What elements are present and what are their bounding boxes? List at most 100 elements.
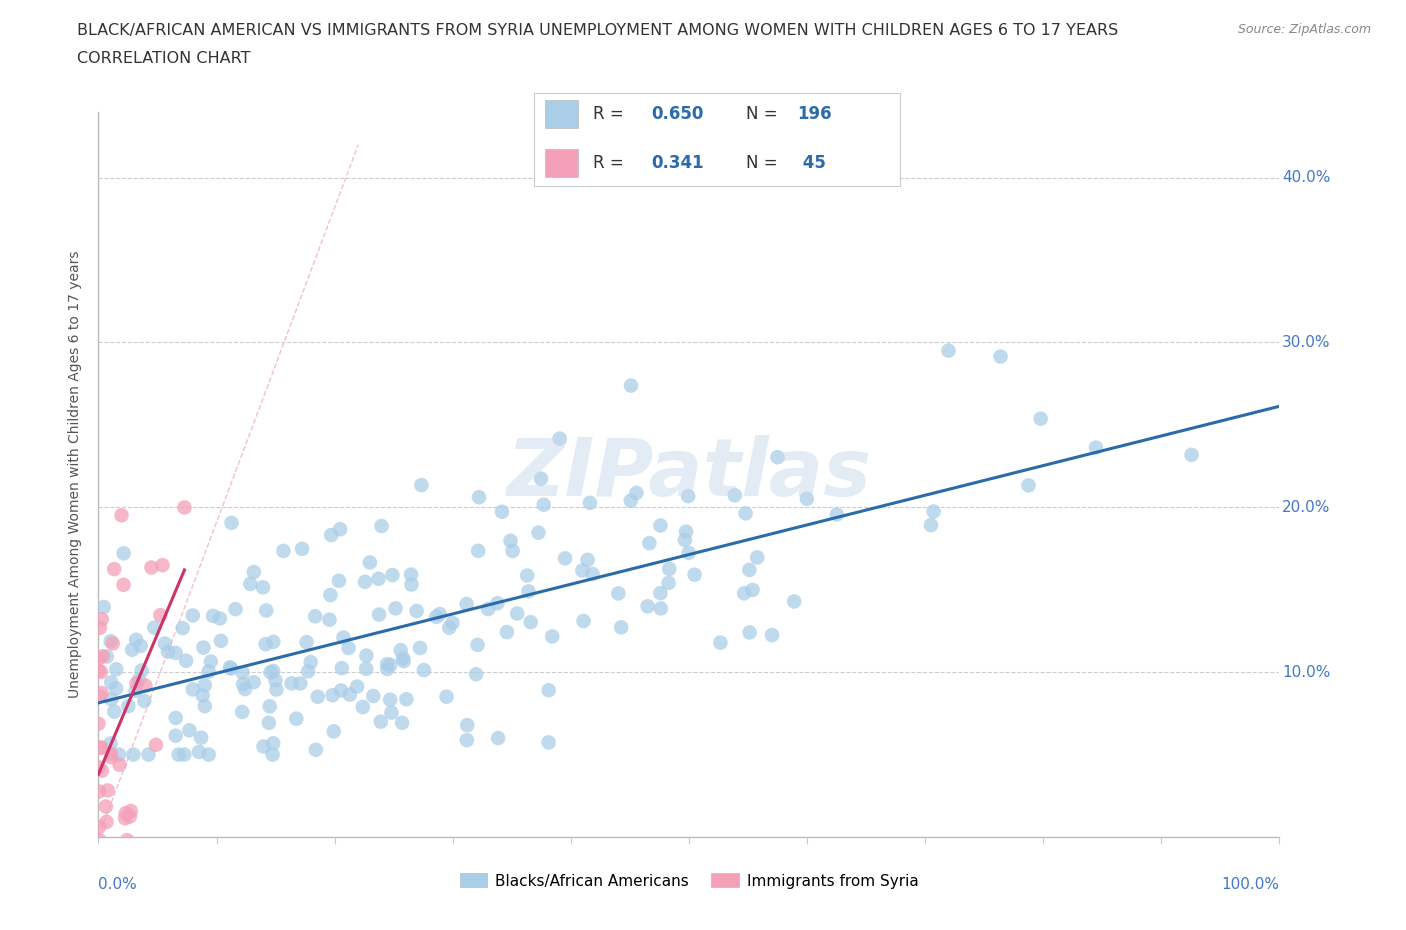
Point xyxy=(100,736,122,751)
Point xyxy=(409,641,432,656)
Point xyxy=(90,740,112,755)
Point xyxy=(87,836,110,851)
Point xyxy=(637,599,659,614)
Text: 0.650: 0.650 xyxy=(651,105,703,123)
Point xyxy=(579,496,602,511)
Text: 0.341: 0.341 xyxy=(651,153,704,172)
Point xyxy=(93,600,115,615)
Point xyxy=(516,568,538,583)
Point xyxy=(231,665,253,680)
Point xyxy=(675,525,697,539)
Text: R =: R = xyxy=(593,105,623,123)
Point xyxy=(90,665,112,680)
Point xyxy=(243,565,266,579)
Point xyxy=(89,740,111,755)
Point xyxy=(328,574,350,589)
Point xyxy=(307,689,329,704)
Point xyxy=(825,507,848,522)
Point xyxy=(252,580,274,595)
Point xyxy=(262,634,284,649)
Point xyxy=(467,543,489,558)
Point xyxy=(938,343,960,358)
Point xyxy=(413,663,436,678)
Text: 30.0%: 30.0% xyxy=(1282,335,1330,350)
Point xyxy=(141,560,163,575)
Point xyxy=(273,543,295,558)
Point xyxy=(319,588,342,603)
Point xyxy=(389,643,412,658)
Point xyxy=(658,562,681,577)
Point xyxy=(90,612,112,627)
Point xyxy=(112,546,135,561)
Point xyxy=(367,571,389,586)
Point xyxy=(304,609,326,624)
Point xyxy=(626,485,648,500)
Point xyxy=(329,522,352,537)
Point xyxy=(658,576,681,591)
Text: 20.0%: 20.0% xyxy=(1282,499,1330,515)
Point xyxy=(114,811,136,826)
Point xyxy=(208,611,231,626)
Point xyxy=(738,625,761,640)
Point xyxy=(254,637,277,652)
Point xyxy=(429,606,451,621)
Point xyxy=(117,698,139,713)
Point xyxy=(153,636,176,651)
Point xyxy=(122,747,145,762)
Point xyxy=(131,663,153,678)
Point xyxy=(90,879,112,894)
Point xyxy=(100,633,122,648)
Point xyxy=(165,728,187,743)
Point xyxy=(190,730,212,745)
Point xyxy=(330,660,353,675)
Point xyxy=(89,864,111,879)
Point xyxy=(295,635,318,650)
Point xyxy=(486,596,509,611)
Point xyxy=(219,661,242,676)
Point xyxy=(582,566,605,581)
Text: N =: N = xyxy=(747,105,778,123)
Point xyxy=(375,661,398,676)
Point xyxy=(291,541,314,556)
Point xyxy=(741,582,763,597)
Point xyxy=(572,614,595,629)
Point xyxy=(496,625,519,640)
Point xyxy=(173,500,195,515)
Point xyxy=(124,684,146,698)
Point xyxy=(118,809,141,824)
Point xyxy=(381,567,404,582)
Point xyxy=(1084,440,1107,455)
Point xyxy=(441,616,464,631)
Point xyxy=(181,608,204,623)
Point xyxy=(380,705,402,720)
Point xyxy=(91,649,114,664)
Point xyxy=(105,662,128,677)
Point xyxy=(339,687,361,702)
Point xyxy=(724,488,747,503)
Point xyxy=(121,643,143,658)
Point xyxy=(125,676,148,691)
Point xyxy=(1018,478,1040,493)
Point xyxy=(299,655,322,670)
Text: CORRELATION CHART: CORRELATION CHART xyxy=(77,51,250,66)
Point xyxy=(354,661,377,676)
Point xyxy=(375,657,398,671)
Point xyxy=(576,552,599,567)
Point xyxy=(259,699,281,714)
Text: 196: 196 xyxy=(797,105,832,123)
Point xyxy=(100,750,122,764)
Point xyxy=(112,578,135,592)
Point xyxy=(356,648,378,663)
Point xyxy=(537,735,560,750)
Point xyxy=(384,601,406,616)
Point xyxy=(194,698,217,713)
Point xyxy=(361,688,384,703)
Point xyxy=(370,714,392,729)
Point xyxy=(709,635,731,650)
Point xyxy=(94,799,117,814)
Point xyxy=(100,675,122,690)
Point xyxy=(465,667,488,682)
Point xyxy=(486,731,509,746)
Point xyxy=(143,620,166,635)
Point xyxy=(103,562,125,577)
